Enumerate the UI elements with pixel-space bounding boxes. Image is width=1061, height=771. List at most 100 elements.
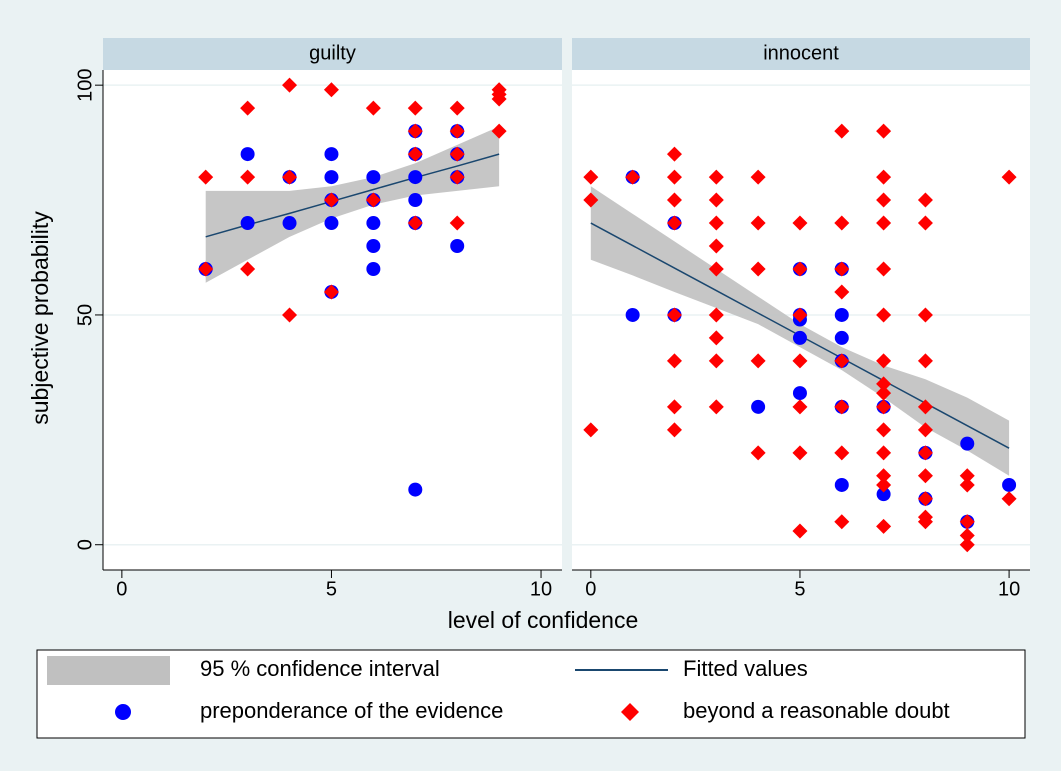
point-reasonable-doubt <box>708 399 724 415</box>
legend-key <box>47 656 170 685</box>
point-reasonable-doubt <box>876 215 892 231</box>
point-reasonable-doubt <box>1001 491 1017 507</box>
point-reasonable-doubt <box>876 169 892 185</box>
point-reasonable-doubt <box>449 169 465 185</box>
point-reasonable-doubt <box>449 123 465 139</box>
point-preponderance <box>450 239 465 254</box>
point-preponderance <box>366 261 381 276</box>
legend-label: Fitted values <box>683 656 808 681</box>
point-reasonable-doubt <box>708 192 724 208</box>
point-preponderance <box>366 170 381 185</box>
point-reasonable-doubt <box>917 445 933 461</box>
point-reasonable-doubt <box>917 353 933 369</box>
point-reasonable-doubt <box>876 192 892 208</box>
point-preponderance <box>834 477 849 492</box>
point-reasonable-doubt <box>240 169 256 185</box>
legend-key <box>621 703 639 721</box>
point-reasonable-doubt <box>959 468 975 484</box>
point-preponderance <box>324 170 339 185</box>
x-tick-label: 5 <box>326 578 337 600</box>
point-preponderance <box>366 216 381 231</box>
point-reasonable-doubt <box>876 385 892 401</box>
point-reasonable-doubt <box>708 353 724 369</box>
point-reasonable-doubt <box>876 445 892 461</box>
x-tick-label: 5 <box>794 578 805 600</box>
point-reasonable-doubt <box>365 192 381 208</box>
point-preponderance <box>751 399 766 414</box>
point-reasonable-doubt <box>282 307 298 323</box>
point-preponderance <box>240 147 255 162</box>
point-reasonable-doubt <box>666 146 682 162</box>
y-tick-label: 50 <box>74 304 96 326</box>
point-reasonable-doubt <box>917 491 933 507</box>
panel-header <box>103 38 562 70</box>
point-preponderance <box>240 216 255 231</box>
point-reasonable-doubt <box>834 215 850 231</box>
point-preponderance <box>408 170 423 185</box>
point-preponderance <box>792 330 807 345</box>
point-reasonable-doubt <box>834 123 850 139</box>
panel-header <box>572 38 1030 70</box>
point-preponderance <box>960 436 975 451</box>
point-preponderance <box>324 147 339 162</box>
x-axis-label: level of confidence <box>448 607 639 633</box>
point-preponderance <box>792 386 807 401</box>
point-preponderance <box>834 307 849 322</box>
point-reasonable-doubt <box>666 399 682 415</box>
point-reasonable-doubt <box>666 307 682 323</box>
point-reasonable-doubt <box>666 169 682 185</box>
point-reasonable-doubt <box>917 399 933 415</box>
point-reasonable-doubt <box>917 215 933 231</box>
point-reasonable-doubt <box>198 169 214 185</box>
point-reasonable-doubt <box>282 169 298 185</box>
confidence-band <box>205 126 500 283</box>
point-reasonable-doubt <box>917 468 933 484</box>
point-reasonable-doubt <box>876 123 892 139</box>
point-reasonable-doubt <box>240 261 256 277</box>
point-reasonable-doubt <box>491 123 507 139</box>
legend-label: preponderance of the evidence <box>200 698 503 723</box>
point-reasonable-doubt <box>708 238 724 254</box>
point-reasonable-doubt <box>834 353 850 369</box>
point-reasonable-doubt <box>625 169 641 185</box>
point-reasonable-doubt <box>708 261 724 277</box>
point-reasonable-doubt <box>876 307 892 323</box>
point-reasonable-doubt <box>449 100 465 116</box>
point-reasonable-doubt <box>449 146 465 162</box>
point-reasonable-doubt <box>876 399 892 415</box>
point-reasonable-doubt <box>407 100 423 116</box>
x-tick-label: 10 <box>998 578 1020 600</box>
point-reasonable-doubt <box>917 514 933 530</box>
legend-label: 95 % confidence interval <box>200 656 440 681</box>
point-reasonable-doubt <box>792 353 808 369</box>
point-reasonable-doubt <box>876 353 892 369</box>
point-reasonable-doubt <box>792 261 808 277</box>
point-reasonable-doubt <box>876 376 892 392</box>
point-reasonable-doubt <box>708 330 724 346</box>
point-reasonable-doubt <box>198 261 214 277</box>
point-reasonable-doubt <box>708 169 724 185</box>
point-reasonable-doubt <box>959 528 975 544</box>
point-reasonable-doubt <box>876 468 892 484</box>
point-preponderance <box>324 216 339 231</box>
x-tick-label: 0 <box>585 578 596 600</box>
x-tick-label: 0 <box>116 578 127 600</box>
point-reasonable-doubt <box>583 169 599 185</box>
point-preponderance <box>876 487 891 502</box>
point-reasonable-doubt <box>834 284 850 300</box>
point-reasonable-doubt <box>708 307 724 323</box>
point-reasonable-doubt <box>834 514 850 530</box>
point-reasonable-doubt <box>792 307 808 323</box>
point-reasonable-doubt <box>959 477 975 493</box>
point-reasonable-doubt <box>750 445 766 461</box>
point-reasonable-doubt <box>407 146 423 162</box>
point-preponderance <box>282 216 297 231</box>
point-reasonable-doubt <box>365 100 381 116</box>
point-reasonable-doubt <box>1001 169 1017 185</box>
point-reasonable-doubt <box>750 215 766 231</box>
point-reasonable-doubt <box>792 215 808 231</box>
point-reasonable-doubt <box>708 215 724 231</box>
point-reasonable-doubt <box>323 192 339 208</box>
point-reasonable-doubt <box>491 91 507 107</box>
